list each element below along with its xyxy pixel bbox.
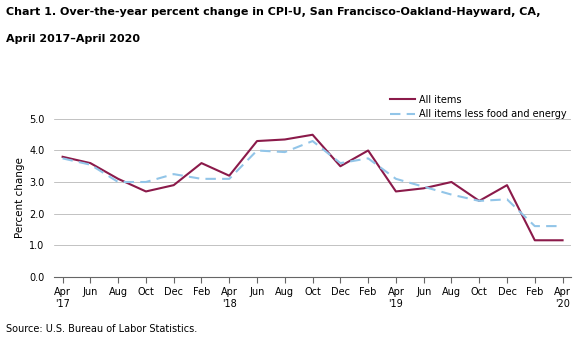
All items less food and energy (448, 192, 455, 196)
All items (198, 161, 205, 165)
All items (281, 137, 288, 142)
All items less food and energy (114, 180, 122, 184)
All items (531, 238, 538, 242)
All items less food and energy (309, 139, 316, 143)
All items (504, 183, 511, 187)
All items less food and energy (337, 161, 344, 165)
All items (226, 174, 233, 178)
All items less food and energy (475, 199, 483, 203)
All items (143, 189, 150, 193)
All items (87, 161, 94, 165)
Y-axis label: Percent change: Percent change (15, 157, 25, 238)
All items (114, 177, 122, 181)
Line: All items: All items (63, 135, 562, 240)
All items (337, 164, 344, 168)
All items less food and energy (59, 156, 66, 160)
All items less food and energy (170, 172, 177, 176)
All items less food and energy (559, 224, 566, 228)
All items less food and energy (143, 180, 150, 184)
All items (309, 133, 316, 137)
Text: Chart 1. Over-the-year percent change in CPI-U, San Francisco-Oakland-Hayward, C: Chart 1. Over-the-year percent change in… (6, 7, 541, 17)
All items less food and energy (198, 177, 205, 181)
All items less food and energy (254, 149, 261, 153)
All items (448, 180, 455, 184)
All items (365, 149, 372, 153)
All items less food and energy (87, 163, 94, 167)
Text: Source: U.S. Bureau of Labor Statistics.: Source: U.S. Bureau of Labor Statistics. (6, 324, 197, 334)
All items less food and energy (531, 224, 538, 228)
All items (392, 189, 399, 193)
All items (559, 238, 566, 242)
All items less food and energy (281, 150, 288, 154)
All items (59, 155, 66, 159)
All items (170, 183, 177, 187)
Line: All items less food and energy: All items less food and energy (63, 141, 562, 226)
Legend: All items, All items less food and energy: All items, All items less food and energ… (386, 91, 571, 123)
All items (475, 199, 483, 203)
All items less food and energy (392, 177, 399, 181)
All items less food and energy (226, 177, 233, 181)
All items (254, 139, 261, 143)
All items less food and energy (365, 156, 372, 160)
All items less food and energy (504, 197, 511, 201)
Text: April 2017–April 2020: April 2017–April 2020 (6, 34, 140, 44)
All items (420, 186, 427, 190)
All items less food and energy (420, 185, 427, 189)
